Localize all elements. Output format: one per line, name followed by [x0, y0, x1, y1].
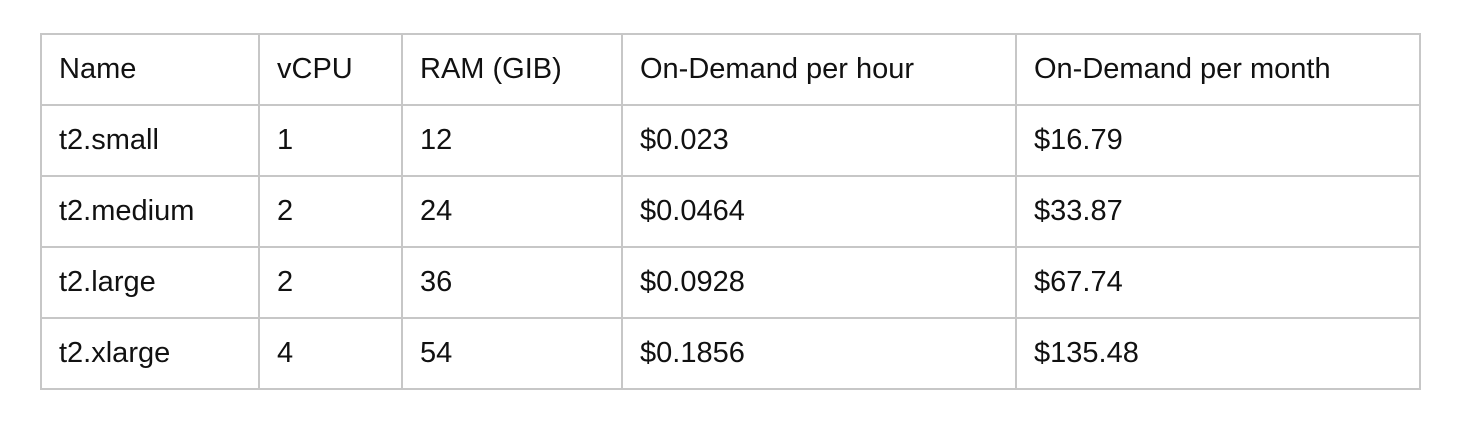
- cell-price-hour: $0.0928: [621, 246, 1017, 319]
- cell-ram: 12: [401, 104, 623, 177]
- cell-vcpu: 2: [258, 175, 403, 248]
- table-row: t2.large 2 36 $0.0928 $67.74: [40, 246, 1421, 319]
- cell-name: t2.small: [40, 104, 260, 177]
- table-header-row: Name vCPU RAM (GIB) On-Demand per hour O…: [40, 33, 1421, 106]
- cell-ram: 36: [401, 246, 623, 319]
- cell-name: t2.medium: [40, 175, 260, 248]
- cell-ram: 54: [401, 317, 623, 390]
- cell-vcpu: 1: [258, 104, 403, 177]
- pricing-table: Name vCPU RAM (GIB) On-Demand per hour O…: [40, 33, 1421, 390]
- header-cell-vcpu: vCPU: [258, 33, 403, 106]
- cell-ram: 24: [401, 175, 623, 248]
- header-cell-name: Name: [40, 33, 260, 106]
- header-cell-price-hour: On-Demand per hour: [621, 33, 1017, 106]
- cell-vcpu: 2: [258, 246, 403, 319]
- cell-price-month: $67.74: [1015, 246, 1421, 319]
- cell-name: t2.large: [40, 246, 260, 319]
- cell-price-hour: $0.023: [621, 104, 1017, 177]
- header-cell-price-month: On-Demand per month: [1015, 33, 1421, 106]
- cell-price-month: $16.79: [1015, 104, 1421, 177]
- table-row: t2.xlarge 4 54 $0.1856 $135.48: [40, 317, 1421, 390]
- header-cell-ram: RAM (GIB): [401, 33, 623, 106]
- cell-price-hour: $0.1856: [621, 317, 1017, 390]
- cell-price-month: $135.48: [1015, 317, 1421, 390]
- cell-price-hour: $0.0464: [621, 175, 1017, 248]
- table-row: t2.medium 2 24 $0.0464 $33.87: [40, 175, 1421, 248]
- cell-name: t2.xlarge: [40, 317, 260, 390]
- cell-vcpu: 4: [258, 317, 403, 390]
- table-row: t2.small 1 12 $0.023 $16.79: [40, 104, 1421, 177]
- cell-price-month: $33.87: [1015, 175, 1421, 248]
